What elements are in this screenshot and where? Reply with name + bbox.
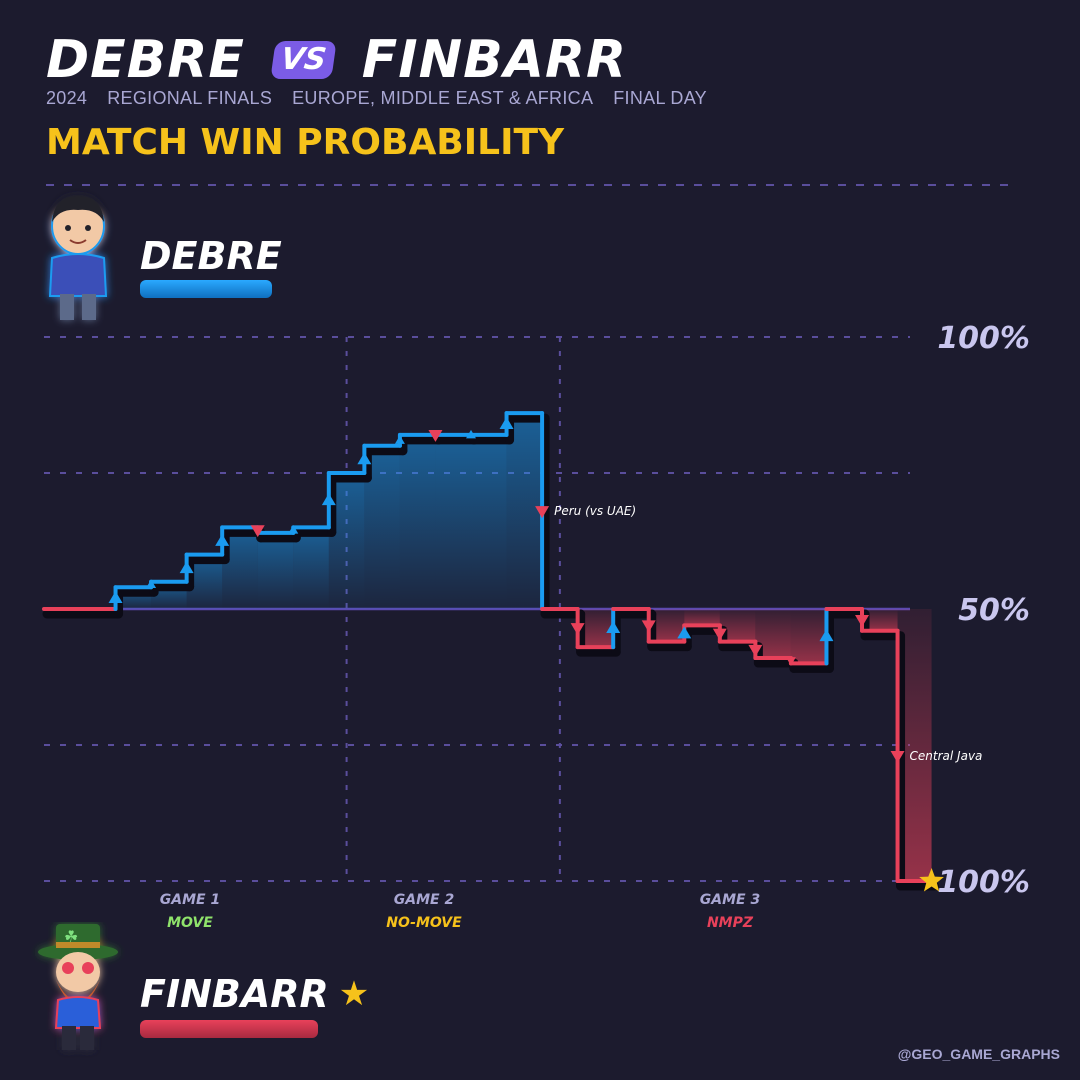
annotation-label: Peru (vs UAE) bbox=[554, 504, 636, 518]
down-arrow-icon bbox=[890, 750, 905, 763]
up-arrow-icon bbox=[179, 561, 194, 574]
subtitle-day: FINAL DAY bbox=[613, 88, 707, 108]
finbarr-avatar: ☘ bbox=[38, 924, 118, 1050]
debre-area bbox=[471, 434, 507, 609]
chart-heading: MATCH WIN PROBABILITY bbox=[46, 122, 565, 163]
up-arrow-icon bbox=[819, 629, 834, 642]
bottom-player-name: FINBARR ★ bbox=[140, 972, 369, 1016]
debre-color-bar bbox=[140, 280, 272, 298]
up-arrow-icon bbox=[288, 525, 299, 534]
finbarr-color-bar bbox=[140, 1020, 318, 1038]
up-arrow-icon bbox=[499, 417, 514, 429]
chart-fill bbox=[115, 413, 932, 881]
top-player-name: DEBRE bbox=[140, 234, 282, 278]
down-arrow-icon bbox=[535, 506, 550, 519]
finbarr-area bbox=[684, 609, 720, 626]
down-arrow-icon bbox=[748, 644, 763, 657]
chart-labels: 100% 50% 100% GAME 1 MOVE GAME 2 NO-MOVE GAME 3… bbox=[160, 321, 1030, 931]
y-tick-label: 100% bbox=[937, 321, 1030, 356]
down-arrow-icon bbox=[712, 628, 727, 641]
y-tick-label: 50% bbox=[958, 593, 1030, 628]
debre-area bbox=[435, 434, 472, 609]
chart-line bbox=[42, 411, 940, 891]
down-arrow-icon bbox=[641, 620, 656, 633]
up-arrow-icon bbox=[466, 429, 477, 439]
subtitle-event: REGIONAL FINALS bbox=[107, 88, 273, 108]
up-arrow-icon bbox=[146, 579, 157, 589]
down-arrow-icon bbox=[855, 614, 870, 627]
svg-text:☘: ☘ bbox=[64, 927, 78, 946]
bottom-player-label: FINBARR bbox=[140, 972, 329, 1016]
up-arrow-icon bbox=[108, 591, 123, 604]
down-arrow-icon bbox=[428, 430, 443, 442]
debre-area bbox=[399, 434, 436, 609]
finbarr-area bbox=[862, 609, 898, 631]
subtitle-region: EUROPE, MIDDLE EAST & AFRICA bbox=[292, 88, 594, 108]
watermark: @GEO_GAME_GRAPHS bbox=[897, 1046, 1060, 1062]
game-label: GAME 1 bbox=[160, 892, 220, 908]
title-player-a: DEBRE bbox=[46, 30, 245, 90]
up-arrow-icon bbox=[215, 534, 230, 546]
up-arrow-icon bbox=[357, 452, 372, 465]
debre-area bbox=[257, 532, 294, 609]
subtitle-row: 2024 REGIONAL FINALS EUROPE, MIDDLE EAST… bbox=[46, 88, 707, 109]
down-arrow-icon bbox=[250, 525, 265, 538]
title-row: DEBRE VS FINBARR bbox=[46, 22, 627, 98]
debre-avatar bbox=[48, 196, 108, 320]
finbarr-area bbox=[790, 609, 827, 664]
down-arrow-icon bbox=[785, 657, 796, 666]
y-tick-label: 100% bbox=[937, 865, 1030, 900]
up-arrow-icon bbox=[606, 621, 621, 633]
up-arrow-icon bbox=[321, 493, 336, 506]
chart-markers bbox=[108, 417, 944, 892]
game-type-label: MOVE bbox=[167, 915, 213, 931]
game-type-label: NO-MOVE bbox=[386, 915, 462, 931]
title-player-b: FINBARR bbox=[361, 30, 628, 90]
top-player-label: DEBRE bbox=[140, 234, 282, 278]
game-label: GAME 3 bbox=[700, 892, 760, 908]
game-label: GAME 2 bbox=[394, 892, 454, 908]
game-type-label: NMPZ bbox=[707, 915, 754, 931]
up-arrow-icon bbox=[677, 626, 692, 639]
star-icon: ★ bbox=[338, 974, 370, 1014]
subtitle-year: 2024 bbox=[46, 88, 88, 108]
debre-area bbox=[506, 413, 543, 609]
annotation-label: Central Java bbox=[910, 749, 983, 763]
star-icon bbox=[919, 868, 944, 892]
up-arrow-icon bbox=[394, 435, 405, 444]
down-arrow-icon bbox=[570, 623, 585, 636]
